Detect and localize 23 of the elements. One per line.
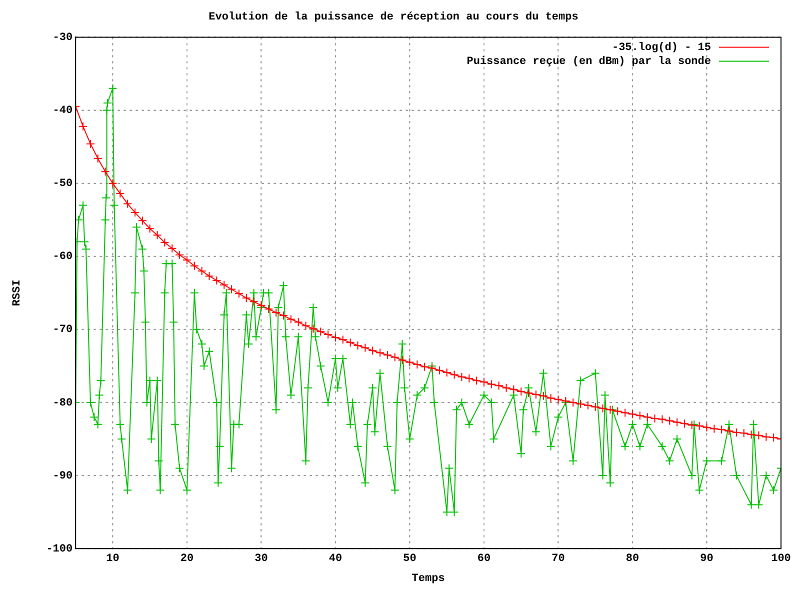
y-tick-label: -60 [52,251,73,264]
legend-label: -35.log(d) - 15 [612,42,712,54]
x-tick-label: 40 [328,552,342,565]
y-tick-label: -30 [52,32,73,44]
y-axis-title: RSSI [11,280,24,306]
y-tick-label: -50 [52,178,73,190]
legend-label: Puissance reçue (en dBm) par la sonde [466,56,712,68]
y-tick-label: -100 [46,543,73,556]
y-tick-label: -90 [52,470,73,482]
y-tick-label: -80 [52,397,73,410]
x-tick-label: 70 [552,552,565,565]
x-tick-label: 80 [626,552,640,565]
x-tick-label: 20 [180,552,194,565]
y-tick-label: -40 [52,105,73,118]
x-tick-label: 90 [700,552,714,565]
chart-title: Evolution de la puissance de réception au cours du temps [208,11,578,24]
x-tick-label: 60 [477,552,491,565]
x-tick-label: 100 [771,552,791,565]
x-axis-title: Temps [412,573,445,586]
y-tick-label: -70 [52,324,73,336]
x-tick-label: 50 [403,552,416,565]
x-tick-label: 10 [106,552,120,565]
x-tick-label: 30 [254,552,268,565]
